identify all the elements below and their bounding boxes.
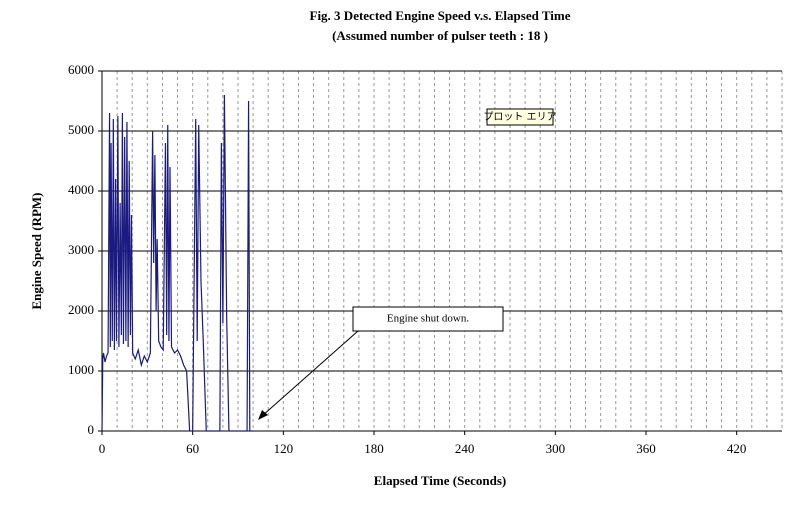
x-tick-label: 60 xyxy=(186,441,199,456)
annotation-arrow xyxy=(261,330,359,417)
chart-title: Fig. 3 Detected Engine Speed v.s. Elapse… xyxy=(310,8,571,23)
y-tick-label: 6000 xyxy=(68,62,94,77)
y-tick-label: 2000 xyxy=(68,302,94,317)
x-tick-label: 0 xyxy=(99,441,106,456)
x-tick-label: 300 xyxy=(546,441,566,456)
arrow-head xyxy=(258,410,268,420)
data-line xyxy=(101,94,254,432)
y-tick-label: 0 xyxy=(88,422,95,437)
annotation-box xyxy=(352,306,504,332)
y-axis-label: Engine Speed (RPM) xyxy=(29,193,44,310)
annotation-text: Engine shut down. xyxy=(387,313,469,325)
y-tick-label: 4000 xyxy=(68,182,94,197)
y-tick-label: 3000 xyxy=(68,242,94,257)
x-axis-label: Elapsed Time (Seconds) xyxy=(374,473,506,488)
x-tick-label: 180 xyxy=(364,441,384,456)
y-tick-label: 1000 xyxy=(68,362,94,377)
chart-subtitle: (Assumed number of pulser teeth : 18 ) xyxy=(332,28,548,43)
tooltip-box xyxy=(486,108,554,126)
x-tick-label: 420 xyxy=(727,441,747,456)
x-tick-label: 360 xyxy=(636,441,656,456)
x-tick-label: 240 xyxy=(455,441,475,456)
x-tick-label: 120 xyxy=(274,441,294,456)
y-tick-label: 5000 xyxy=(68,122,94,137)
tooltip-text: プロット エリア xyxy=(483,111,556,123)
